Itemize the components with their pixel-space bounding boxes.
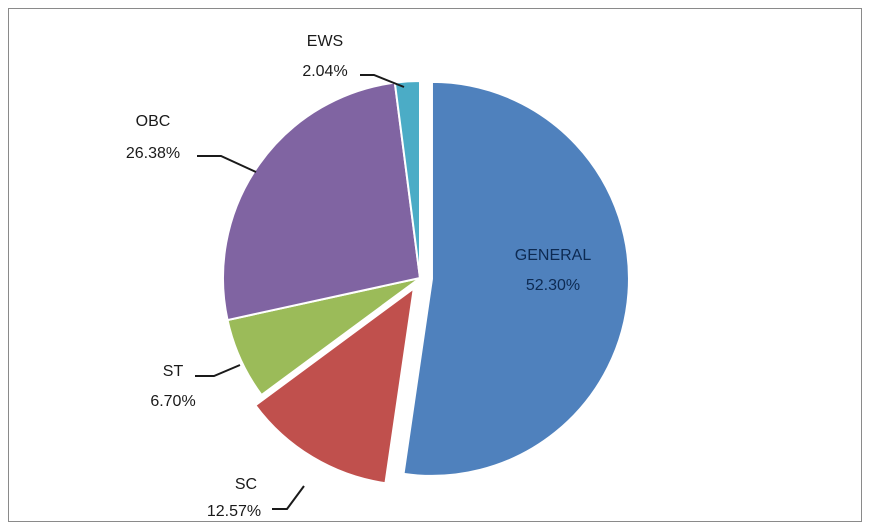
pie-slice-general [402,80,630,477]
leader-ews [360,74,405,88]
leader-obc [197,155,257,173]
label-obc-value: 26.38% [126,145,180,162]
pie-slice-obc [222,81,422,322]
label-ews-name: EWS [307,33,343,50]
leader-sc [272,485,305,510]
pie-slices [222,79,630,485]
label-general-value: 52.30% [526,277,580,294]
label-ews-value: 2.04% [302,63,347,80]
leader-lines [195,74,405,510]
pie-slice-sc [253,286,416,485]
label-general-name: GENERAL [515,247,592,264]
label-st-value: 6.70% [150,393,195,410]
label-st-name: ST [163,363,184,380]
label-sc-value: 12.57% [207,503,261,520]
label-sc-name: SC [235,476,257,493]
leader-st [195,364,241,377]
label-obc-name: OBC [136,113,171,130]
